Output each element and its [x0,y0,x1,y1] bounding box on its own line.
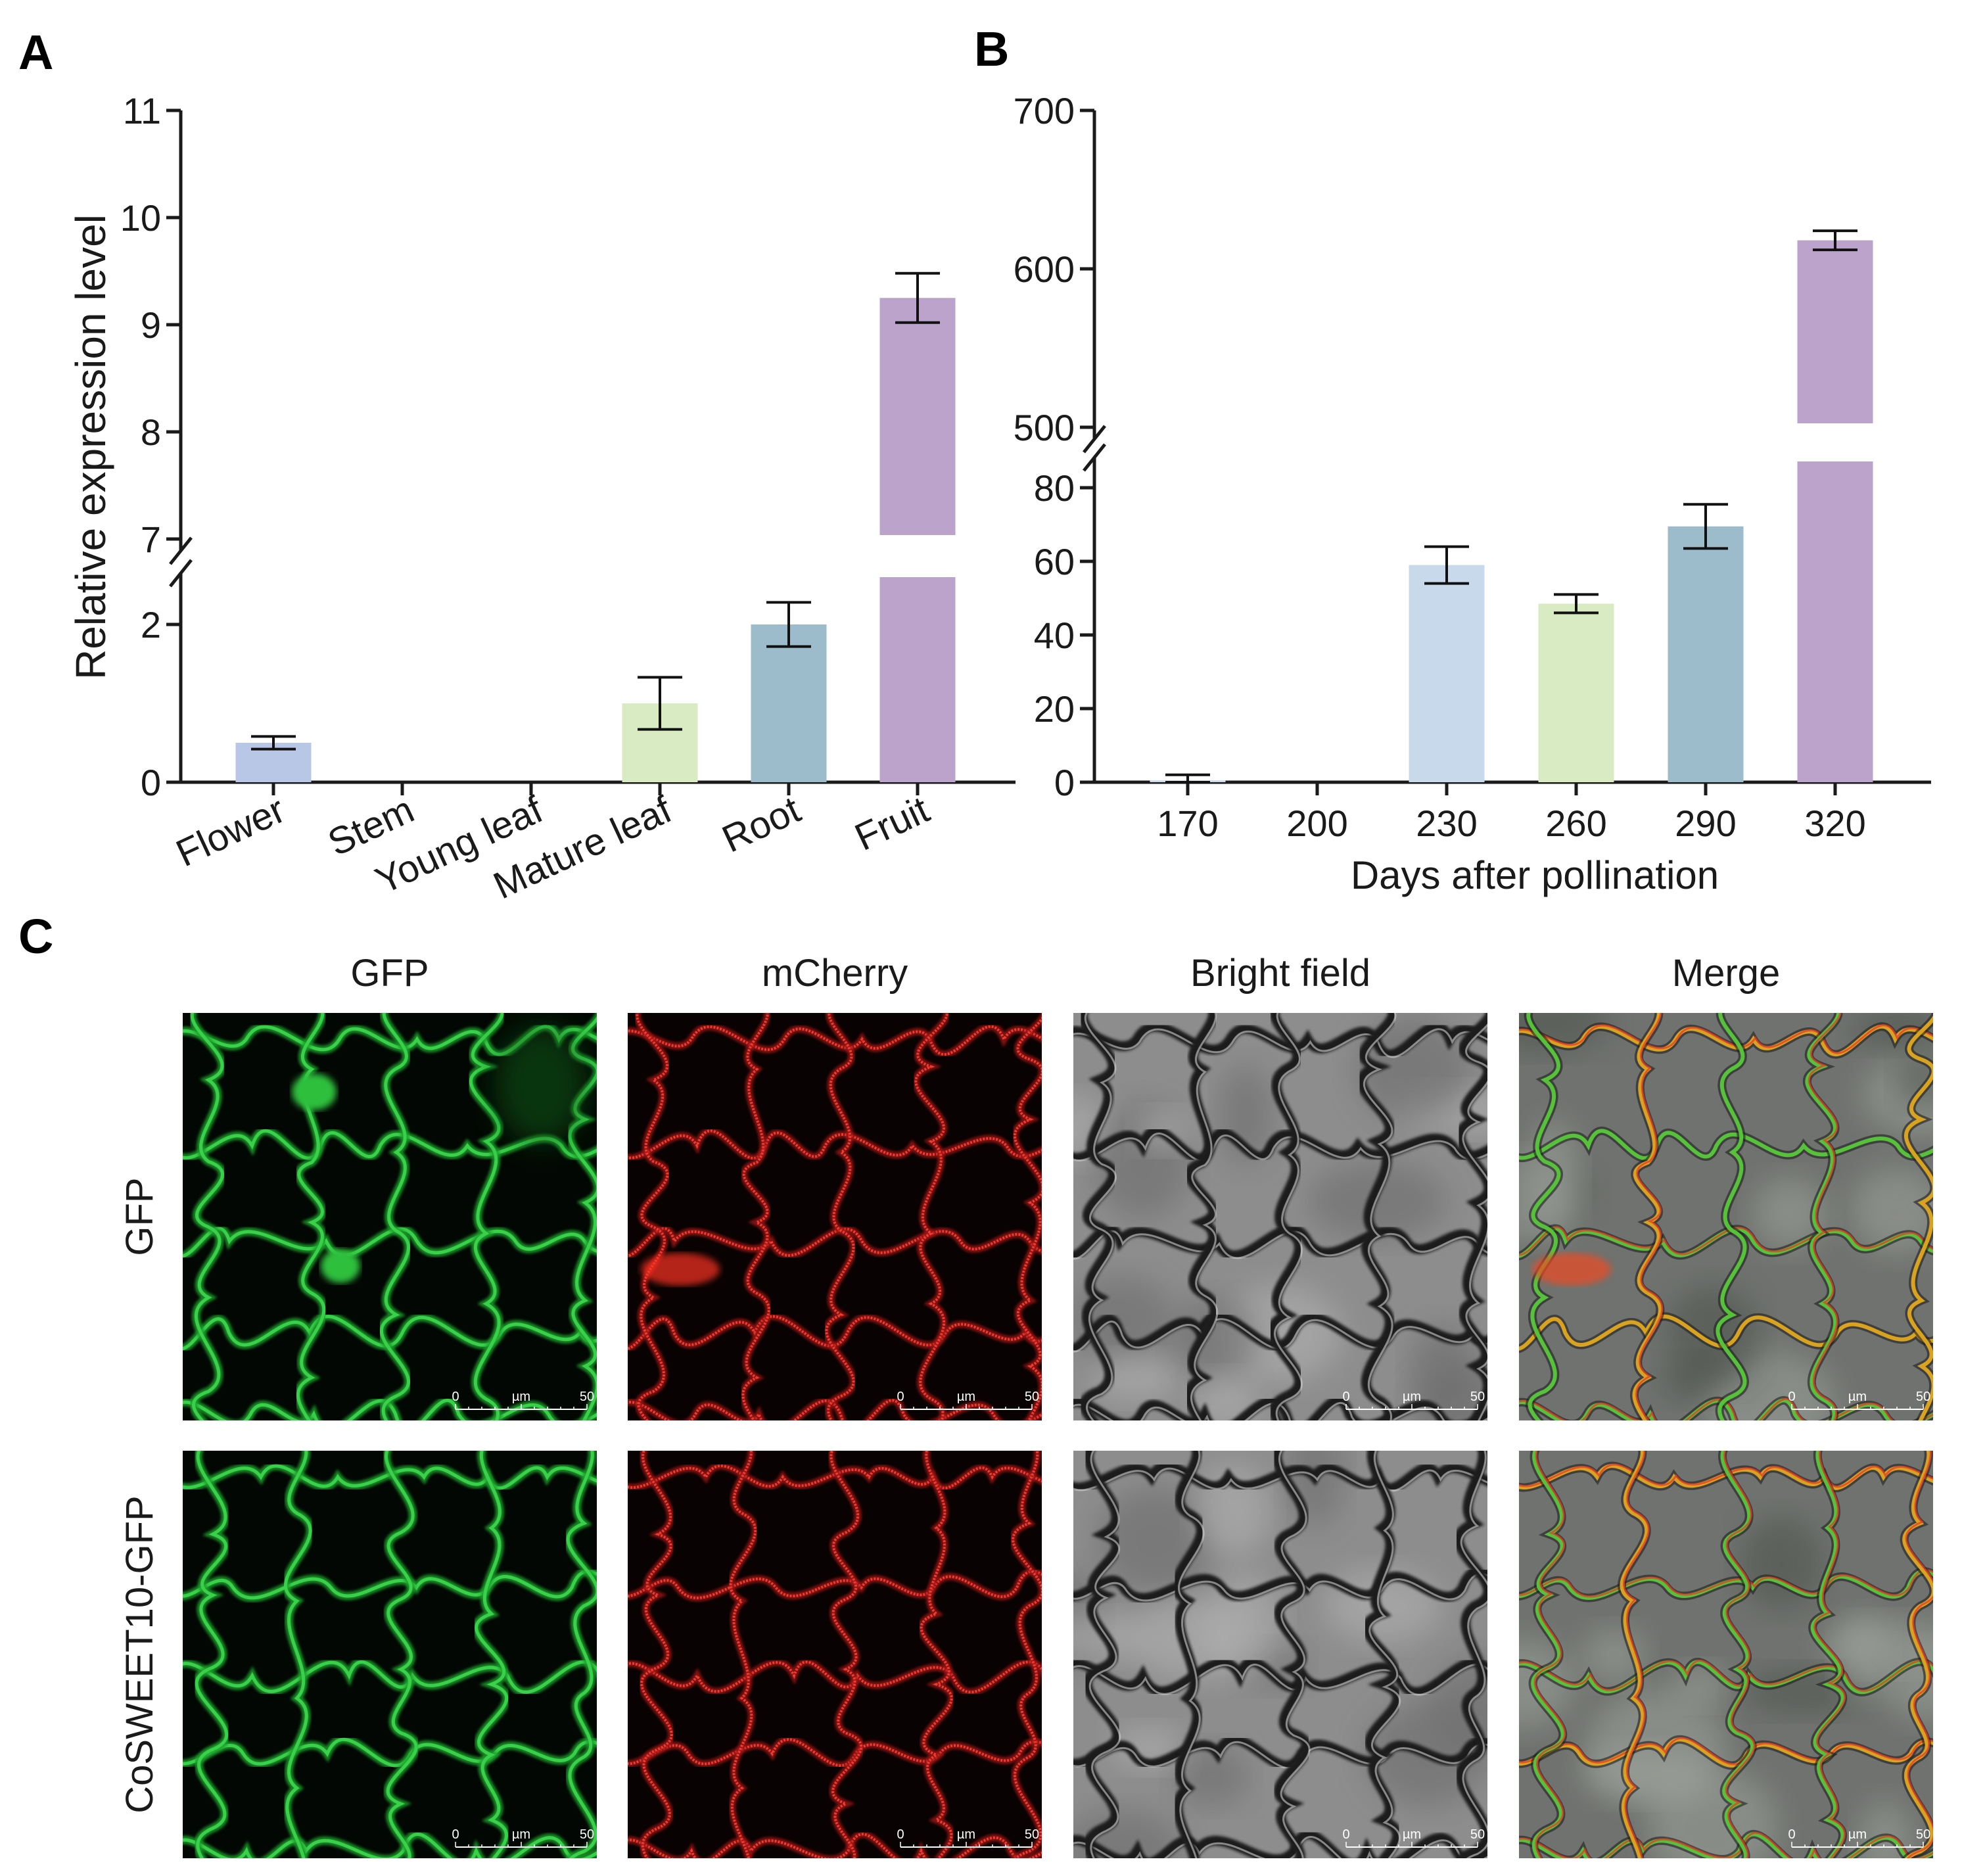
scale-bar-start-label: 0 [1788,1827,1795,1842]
chart-b-bar-upper-segment [1797,240,1873,423]
chart-a-category-label: Root [716,788,807,861]
scale-bar-end-label: 50 [1470,1390,1485,1404]
chart-b-category-label: 200 [1286,803,1347,844]
row-title-gfp: GFP [118,1177,161,1255]
scale-bar-start-label: 0 [452,1390,459,1404]
chart-a-axis-break-mark [169,559,193,588]
scale-bar-end-label: 50 [1470,1827,1485,1842]
column-title-mcherry: mCherry [762,952,908,995]
scale-bar: 0 µm 50 [1788,1390,1930,1410]
panel-letter-b: B [974,22,1009,76]
chart-b-y-tick-label: 600 [1014,248,1075,290]
scale-bar-unit-label: µm [1848,1390,1867,1404]
chart-a-y-tick-label: 10 [120,197,161,239]
chart-a-y-tick-label: 11 [123,90,161,131]
chart-a-y-tick-label: 2 [141,604,161,645]
chart-a-category-label: Flower [170,788,291,875]
scale-bar-unit-label: µm [512,1390,530,1404]
scale-bar: 0 µm 50 [897,1390,1039,1410]
chart-a-y-tick-label: 7 [141,519,161,560]
micrograph-merge-row-2: 0 µm 50 [1519,1451,1933,1858]
chart-b-x-axis-label: Days after pollination [1351,853,1719,897]
scale-bar-unit-label: µm [1403,1390,1421,1404]
micrograph-grid: GFP mCherry Bright field Merge GFP CoSWEET10-… [118,952,1933,1858]
panel-letter-a: A [18,25,53,80]
column-title-gfp: GFP [350,952,429,995]
scale-bar-start-label: 0 [1342,1390,1349,1404]
scale-bar-end-label: 50 [1025,1390,1039,1404]
micrograph-mcherry-row-1: 0 µm 50 [628,1013,1042,1420]
chart-b-y-tick-label: 40 [1034,615,1075,656]
chart-b-category-label: 290 [1675,803,1736,844]
scale-bar-end-label: 50 [1916,1827,1930,1842]
chart-b-bar-lower-segment [1797,461,1873,782]
chart-b-y-tick-label: 20 [1034,688,1075,730]
chart-a-bar-lower-segment [879,577,956,782]
panel-letter-c: C [18,909,53,964]
chart-b-y-tick-label: 0 [1054,762,1075,803]
chart-b-axis-break-mark [1083,425,1106,454]
scale-bar-end-label: 50 [1916,1390,1930,1404]
scale-bar-unit-label: µm [1403,1827,1421,1842]
chart-a-y-tick-label: 0 [141,762,161,803]
chart-a-category-label: Fruit [849,788,936,859]
micrograph-bright-field-row-1: 0 µm 50 [1073,1013,1487,1420]
chart-a-y-tick-label: 9 [141,304,161,346]
scale-bar-end-label: 50 [1025,1827,1039,1842]
chart-b-bar [1668,526,1744,782]
column-title-merge: Merge [1672,952,1780,995]
chart-b-y-tick-label: 60 [1034,541,1075,582]
scale-bar: 0 µm 50 [1342,1390,1485,1410]
chart-b-category-label: 170 [1157,803,1218,844]
chart-a-y-tick-label: 8 [141,411,161,453]
chart-b: 0 20 40 60 80 500 600 700 170 200 230 260 290 320 [1014,90,1931,844]
chart-b-bar [1409,565,1485,782]
micrograph-mcherry-row-2: 0 µm 50 [628,1451,1042,1858]
chart-b-y-tick-label: 500 [1014,407,1075,448]
scale-bar: 0 µm 50 [897,1827,1039,1848]
column-title-bright-field: Bright field [1190,952,1370,995]
chart-a-bar-upper-segment [879,298,956,535]
chart-a-y-axis-label: Relative expression level [67,214,114,680]
micrograph-gfp-row-1: 0 µm 50 [183,1013,597,1420]
scale-bar-start-label: 0 [897,1827,904,1842]
chart-a-bar [751,624,827,782]
chart-b-category-label: 260 [1545,803,1606,844]
scale-bar-start-label: 0 [897,1390,904,1404]
scale-bar-unit-label: µm [512,1827,530,1842]
scale-bar: 0 µm 50 [452,1827,594,1848]
scale-bar-start-label: 0 [452,1827,459,1842]
micrograph-gfp-row-2: 0 µm 50 [183,1451,597,1858]
chart-b-category-label: 230 [1416,803,1477,844]
scale-bar-start-label: 0 [1788,1390,1795,1404]
micrograph-bright-field-row-2: 0 µm 50 [1073,1451,1487,1858]
scale-bar-unit-label: µm [957,1827,975,1842]
chart-a-axis-break-mark [169,536,193,565]
row-title-cosweet10-gfp: CoSWEET10-GFP [118,1495,161,1813]
chart-b-y-tick-label: 80 [1034,467,1075,509]
scale-bar-unit-label: µm [1848,1827,1867,1842]
chart-b-bar [1538,603,1614,782]
chart-b-category-label: 320 [1804,803,1865,844]
micrograph-merge-row-1: 0 µm 50 [1519,1013,1933,1420]
chart-b-axis-break-mark [1083,443,1106,472]
scale-bar-unit-label: µm [957,1390,975,1404]
scale-bar-end-label: 50 [580,1827,594,1842]
scale-bar: 0 µm 50 [1342,1827,1485,1848]
scale-bar-start-label: 0 [1342,1827,1349,1842]
scale-bar: 0 µm 50 [1788,1827,1930,1848]
chart-b-y-tick-label: 700 [1014,90,1075,131]
scale-bar-end-label: 50 [580,1390,594,1404]
scale-bar: 0 µm 50 [452,1390,594,1410]
